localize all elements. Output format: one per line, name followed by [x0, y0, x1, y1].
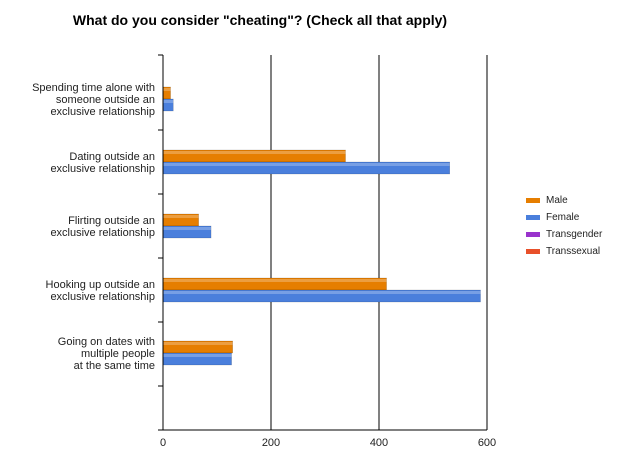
category-label: exclusive relationship — [50, 227, 155, 239]
category-label: Dating outside an — [69, 151, 155, 163]
category-label: exclusive relationship — [50, 163, 155, 175]
bar-highlight — [163, 279, 387, 282]
category-label: Spending time alone with — [32, 82, 155, 94]
legend: Male Female Transgender Transsexual — [526, 195, 603, 257]
legend-label-female: Female — [546, 212, 580, 223]
bar-highlight — [163, 88, 171, 91]
category-label: Flirting outside an — [68, 215, 155, 227]
category-label: at the same time — [74, 360, 155, 372]
bar-highlight — [163, 163, 450, 166]
legend-swatch-male — [526, 198, 540, 203]
category-label: someone outside an — [56, 94, 155, 106]
bar-highlight — [163, 342, 233, 345]
legend-swatch-transsexual — [526, 249, 540, 254]
legend-swatch-female — [526, 215, 540, 220]
legend-swatch-transgender — [526, 232, 540, 237]
axes: 0 200 400 600 — [158, 54, 496, 449]
bar-highlight — [163, 354, 232, 357]
legend-label-transgender: Transgender — [546, 229, 603, 240]
x-tick-label: 600 — [478, 437, 496, 449]
x-tick-label: 400 — [370, 437, 388, 449]
gridlines — [270, 55, 488, 430]
legend-label-transsexual: Transsexual — [546, 246, 600, 257]
bar-highlight — [163, 215, 199, 218]
category-label: multiple people — [81, 348, 155, 360]
bar-highlight — [163, 151, 346, 154]
x-tick-label: 200 — [262, 437, 280, 449]
bars — [162, 86, 481, 366]
bar-highlight — [163, 227, 212, 230]
legend-label-male: Male — [546, 195, 568, 206]
category-label: exclusive relationship — [50, 291, 155, 303]
category-label: Going on dates with — [58, 336, 155, 348]
category-label: Hooking up outside an — [46, 279, 155, 291]
chart-title: What do you consider "cheating"? (Check … — [73, 12, 447, 28]
bar-highlight — [163, 291, 481, 294]
category-label: exclusive relationship — [50, 106, 155, 118]
x-tick-label: 0 — [160, 437, 166, 449]
bar-highlight — [163, 100, 174, 103]
